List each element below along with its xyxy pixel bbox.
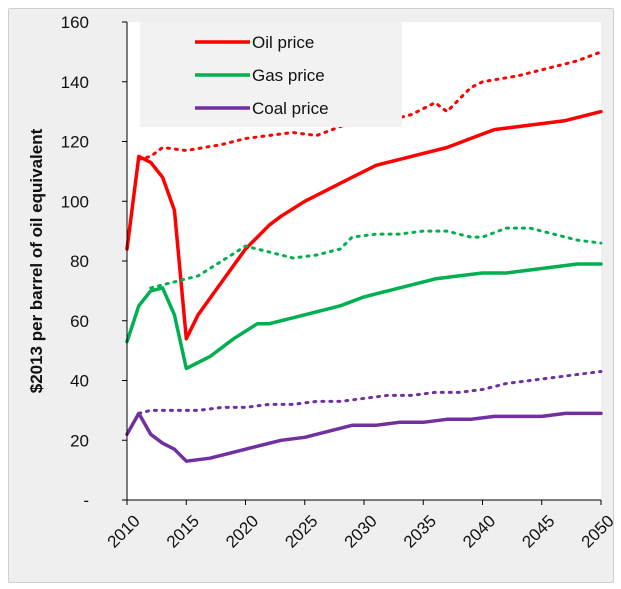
series-line-3-solid xyxy=(125,262,603,371)
x-tick-label: 2015 xyxy=(163,511,203,551)
x-tick-label: 2025 xyxy=(281,511,321,551)
x-tick-label: 2040 xyxy=(459,511,499,551)
series-line-5-solid xyxy=(125,411,603,463)
legend: Oil price Gas price Coal price xyxy=(140,22,402,127)
x-tick-label: 2050 xyxy=(578,511,618,551)
series-line-4-dotted xyxy=(149,226,603,290)
series-line-6-dotted xyxy=(137,370,603,415)
y-tick-label: 140 xyxy=(61,73,89,92)
legend-label: Oil price xyxy=(252,33,314,52)
x-ticks: 2010 2015 2020 2025 2030 2035 2040 2045 2050 xyxy=(104,500,618,552)
y-tick-label: 60 xyxy=(70,312,89,331)
legend-label: Coal price xyxy=(252,99,329,118)
x-tick-label: 2035 xyxy=(400,511,440,551)
x-tick-label: 2010 xyxy=(104,511,144,551)
y-tick-label: 160 xyxy=(61,13,89,32)
x-tick-label: 2020 xyxy=(222,511,262,551)
y-ticks: - 20 40 60 80 100 120 140 160 xyxy=(61,13,127,510)
y-tick-label: 120 xyxy=(61,133,89,152)
legend-label: Gas price xyxy=(252,66,325,85)
y-tick-label: 40 xyxy=(70,372,89,391)
series-line-1-solid xyxy=(125,109,603,341)
y-axis-label: $2013 per barrel of oil equivalent xyxy=(27,128,46,393)
y-tick-label: - xyxy=(83,491,89,510)
legend-box xyxy=(140,22,402,127)
x-tick-label: 2045 xyxy=(518,511,558,551)
x-tick-label: 2030 xyxy=(341,511,381,551)
y-tick-label: 100 xyxy=(61,192,89,211)
y-tick-label: 20 xyxy=(70,431,89,450)
y-tick-label: 80 xyxy=(70,252,89,271)
